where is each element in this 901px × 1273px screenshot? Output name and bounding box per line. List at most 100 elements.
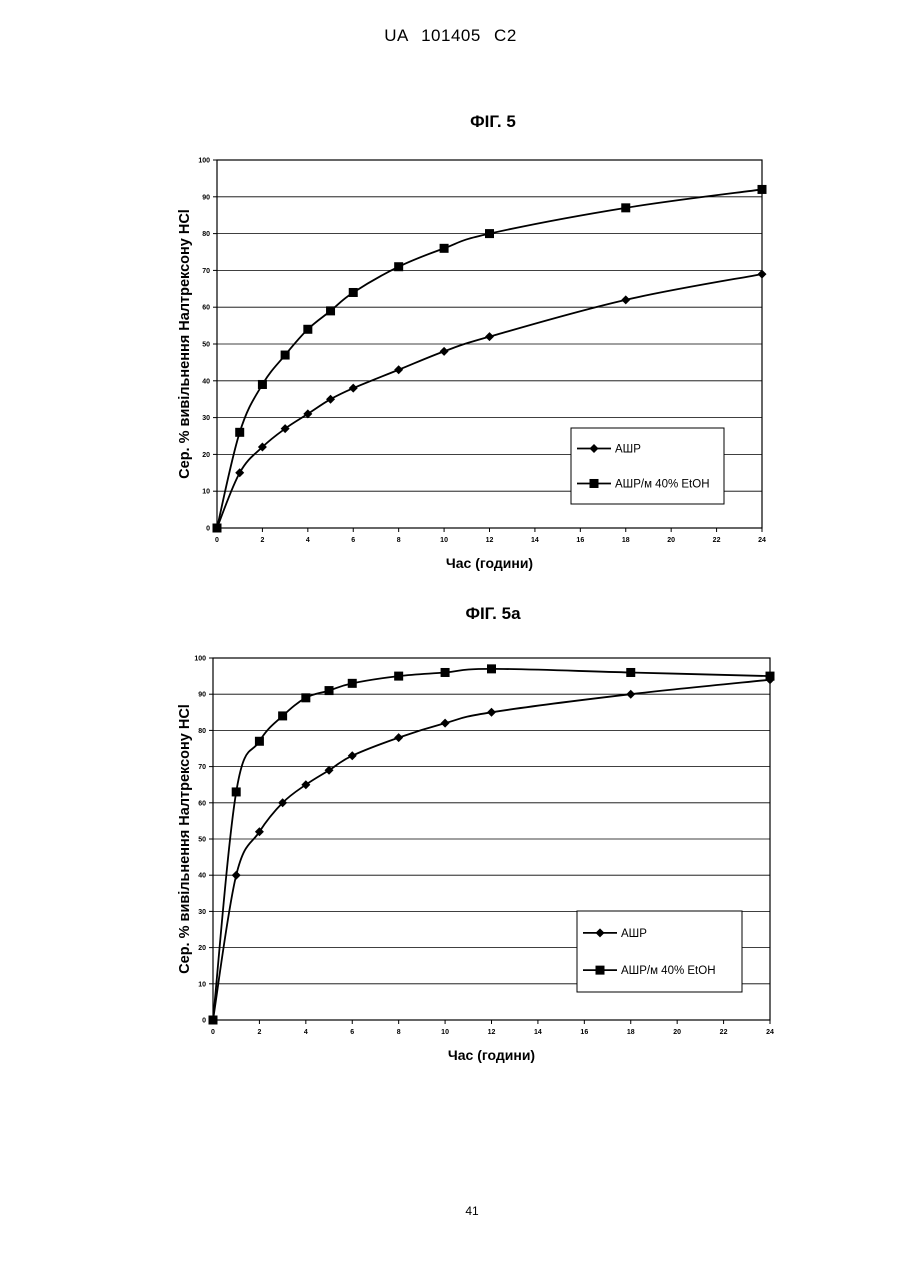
x-tick-label: 0: [211, 1029, 215, 1036]
data-point: [258, 380, 267, 389]
data-point: [232, 871, 241, 880]
data-point: [348, 679, 357, 688]
x-tick-label: 4: [306, 537, 310, 544]
x-tick-label: 16: [576, 537, 584, 544]
data-point: [303, 325, 312, 334]
x-tick-label: 10: [440, 537, 448, 544]
data-point: [441, 719, 450, 728]
data-point: [209, 1016, 218, 1025]
legend-label: АШР/м 40% EtOH: [621, 965, 716, 977]
x-tick-label: 4: [304, 1029, 308, 1036]
x-tick-label: 8: [397, 537, 401, 544]
x-axis: 024681012141618202224: [215, 528, 766, 544]
x-tick-label: 8: [397, 1029, 401, 1036]
x-tick-label: 10: [441, 1029, 449, 1036]
y-tick-label: 10: [202, 489, 210, 496]
data-point: [213, 524, 222, 533]
legend-label: АШР/м 40% EtOH: [615, 478, 710, 490]
figure-5-title: ФІГ. 5: [0, 112, 901, 132]
x-tick-label: 24: [766, 1029, 774, 1036]
data-point: [487, 664, 496, 673]
legend-marker: [590, 479, 599, 488]
y-axis-label: Сер. % вивільнення Налтрексону HCl: [177, 209, 193, 479]
x-axis-label: Час (години): [446, 555, 533, 571]
data-point: [766, 672, 775, 681]
legend-label: АШР: [621, 928, 647, 940]
y-tick-label: 30: [198, 909, 206, 916]
y-axis-label: Сер. % вивільнення Налтрексону HCl: [177, 704, 193, 974]
data-point: [440, 244, 449, 253]
x-tick-label: 2: [260, 537, 264, 544]
data-point: [326, 395, 335, 404]
data-point: [394, 365, 403, 374]
data-point: [394, 262, 403, 271]
y-tick-label: 60: [198, 800, 206, 807]
x-axis: 024681012141618202224: [211, 1020, 774, 1036]
legend-label: АШР: [615, 444, 641, 456]
data-point: [278, 711, 287, 720]
x-tick-label: 14: [534, 1029, 542, 1036]
legend-box: [577, 911, 742, 992]
data-point: [487, 708, 496, 717]
legend-marker: [596, 966, 605, 975]
x-tick-label: 2: [257, 1029, 261, 1036]
y-tick-label: 20: [198, 945, 206, 952]
data-point: [621, 295, 630, 304]
y-tick-label: 10: [198, 981, 206, 988]
y-tick-label: 100: [198, 158, 210, 165]
data-point: [235, 428, 244, 437]
x-tick-label: 22: [720, 1029, 728, 1036]
y-tick-label: 60: [202, 305, 210, 312]
data-point: [301, 693, 310, 702]
figure-5-chart: 0102030405060708090100024681012141618202…: [165, 145, 780, 580]
data-point: [348, 751, 357, 760]
y-tick-label: 0: [202, 1018, 206, 1025]
legend: АШР АШР/м 40% EtOH: [571, 428, 724, 504]
y-tick-label: 80: [202, 231, 210, 238]
y-tick-label: 20: [202, 452, 210, 459]
figure-5a-title: ФІГ. 5а: [0, 604, 901, 624]
data-point: [325, 686, 334, 695]
data-point: [326, 306, 335, 315]
y-tick-label: 70: [202, 268, 210, 275]
x-tick-label: 18: [622, 537, 630, 544]
data-point: [621, 203, 630, 212]
x-tick-label: 20: [673, 1029, 681, 1036]
y-tick-label: 90: [202, 194, 210, 201]
figure-5a-chart: 0102030405060708090100024681012141618202…: [165, 643, 780, 1073]
data-point: [349, 288, 358, 297]
y-tick-label: 40: [198, 873, 206, 880]
data-point: [758, 185, 767, 194]
legend-box: [571, 428, 724, 504]
data-point: [440, 347, 449, 356]
data-point: [626, 690, 635, 699]
y-tick-label: 0: [206, 526, 210, 533]
x-tick-label: 20: [667, 537, 675, 544]
y-tick-label: 50: [198, 837, 206, 844]
page-number: 41: [0, 1204, 901, 1218]
x-tick-label: 6: [350, 1029, 354, 1036]
x-tick-label: 24: [758, 537, 766, 544]
x-tick-label: 6: [351, 537, 355, 544]
y-tick-label: 50: [202, 342, 210, 349]
data-point: [485, 229, 494, 238]
data-point: [626, 668, 635, 677]
data-point: [394, 672, 403, 681]
x-tick-label: 14: [531, 537, 539, 544]
y-tick-label: 100: [194, 656, 206, 663]
data-point: [441, 668, 450, 677]
y-tick-label: 30: [202, 415, 210, 422]
y-tick-label: 70: [198, 764, 206, 771]
y-tick-label: 90: [198, 692, 206, 699]
x-tick-label: 12: [486, 537, 494, 544]
data-point: [394, 733, 403, 742]
data-point: [758, 270, 767, 279]
x-tick-label: 0: [215, 537, 219, 544]
legend: АШР АШР/м 40% EtOH: [577, 911, 742, 992]
x-tick-label: 16: [580, 1029, 588, 1036]
y-axis: 0102030405060708090100: [198, 158, 217, 533]
y-tick-label: 80: [198, 728, 206, 735]
x-tick-label: 12: [488, 1029, 496, 1036]
x-tick-label: 18: [627, 1029, 635, 1036]
data-point: [232, 787, 241, 796]
